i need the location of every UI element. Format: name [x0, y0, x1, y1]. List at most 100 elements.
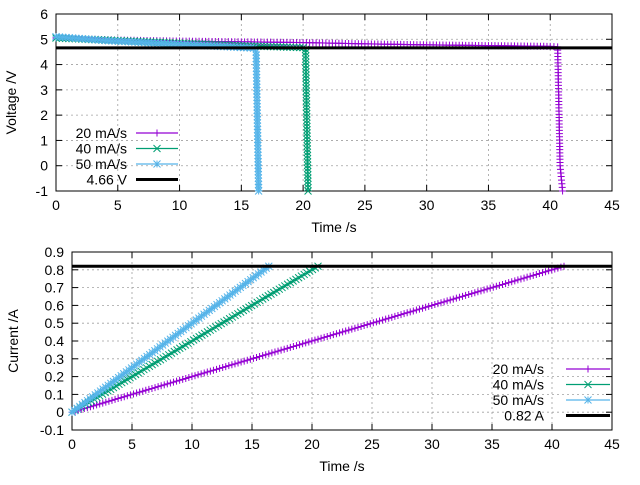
y-tick-label: 0.9 [45, 244, 65, 260]
data-point [302, 64, 310, 73]
data-point [360, 322, 368, 330]
y-tick-label: 3 [40, 82, 48, 98]
x-tick-label: 5 [128, 436, 136, 452]
data-point [499, 280, 506, 288]
data-point [483, 285, 491, 293]
data-point [126, 391, 134, 399]
data-point [412, 306, 420, 314]
y-tick-label: -0.1 [40, 422, 64, 438]
data-point [505, 279, 513, 287]
data-point [102, 398, 110, 406]
data-point [157, 382, 165, 390]
data-point [431, 301, 439, 309]
data-point [296, 341, 304, 349]
data-point [213, 365, 221, 373]
data-point [303, 164, 312, 173]
x-tick-label: 25 [357, 197, 373, 213]
data-point [111, 395, 119, 403]
data-point [455, 293, 463, 301]
data-point [302, 109, 311, 118]
data-point [259, 352, 267, 360]
y-tick-label: 4 [40, 57, 48, 73]
data-point [209, 366, 217, 374]
x-tick-label: 30 [424, 436, 440, 452]
data-point [342, 327, 350, 335]
data-point [394, 312, 402, 320]
data-point [388, 313, 396, 321]
data-point [471, 289, 479, 297]
y-tick-label: 6 [40, 6, 48, 22]
data-point [96, 400, 104, 408]
data-point [437, 299, 445, 307]
data-point [173, 377, 181, 385]
y-tick-label: 1 [40, 132, 48, 148]
data-point [304, 180, 312, 189]
data-point [303, 122, 311, 131]
legend-entry-label: 20 mA/s [493, 361, 544, 377]
data-point [303, 129, 311, 137]
data-point [532, 270, 540, 278]
data-point [292, 342, 300, 350]
data-point [474, 288, 482, 296]
data-point [363, 321, 371, 329]
y-tick-label: 0.6 [45, 297, 65, 313]
series-3 [52, 32, 263, 195]
data-point [304, 187, 312, 195]
data-point [286, 343, 294, 351]
x-tick-label: 35 [484, 436, 500, 452]
data-point [348, 325, 356, 333]
y-tick-label: 0.5 [45, 315, 65, 331]
data-point [303, 119, 311, 128]
data-point [452, 294, 460, 302]
data-point [443, 297, 451, 305]
data-point [379, 316, 387, 324]
data-point [302, 100, 311, 108]
data-point [148, 384, 156, 392]
data-point [526, 272, 534, 280]
series-2 [68, 262, 322, 417]
data-point [234, 359, 242, 367]
data-point [508, 278, 516, 286]
data-point [397, 311, 405, 319]
y-tick-label: 0.1 [45, 386, 65, 402]
data-point [154, 383, 162, 391]
data-point [246, 355, 254, 363]
y-tick-label: 0.7 [45, 280, 65, 296]
data-point [391, 312, 399, 320]
data-point [545, 267, 553, 275]
data-point [136, 388, 144, 396]
data-point [302, 97, 311, 105]
legend-entry-label: 40 mA/s [76, 141, 127, 157]
x-tick-label: 15 [234, 197, 250, 213]
data-point [160, 381, 168, 389]
data-point [93, 401, 101, 409]
data-point [283, 344, 291, 352]
x-tick-label: 20 [304, 436, 320, 452]
data-point [200, 369, 208, 377]
data-point [308, 337, 316, 345]
data-point [302, 68, 310, 76]
data-point [225, 362, 233, 370]
data-point [302, 103, 311, 112]
x-tick-label: 15 [244, 436, 260, 452]
legend-marker [153, 129, 161, 137]
data-point [495, 281, 503, 289]
data-point [477, 287, 485, 295]
legend-marker [153, 144, 161, 153]
data-point [339, 328, 347, 336]
data-point [403, 309, 411, 317]
x-tick-label: 0 [52, 197, 60, 213]
legend: 20 mA/s40 mA/s50 mA/s0.82 A [493, 361, 610, 424]
x-tick-label: 45 [604, 436, 620, 452]
data-point [357, 322, 365, 330]
data-point [302, 71, 310, 79]
x-tick-label: 10 [184, 436, 200, 452]
data-point [336, 329, 344, 337]
data-point [303, 174, 312, 182]
data-point [194, 371, 202, 379]
data-point [449, 295, 457, 303]
y-axis-label: Current /A [5, 308, 21, 372]
data-point [303, 132, 311, 141]
data-point [419, 304, 427, 312]
x-tick-label: 10 [172, 197, 188, 213]
